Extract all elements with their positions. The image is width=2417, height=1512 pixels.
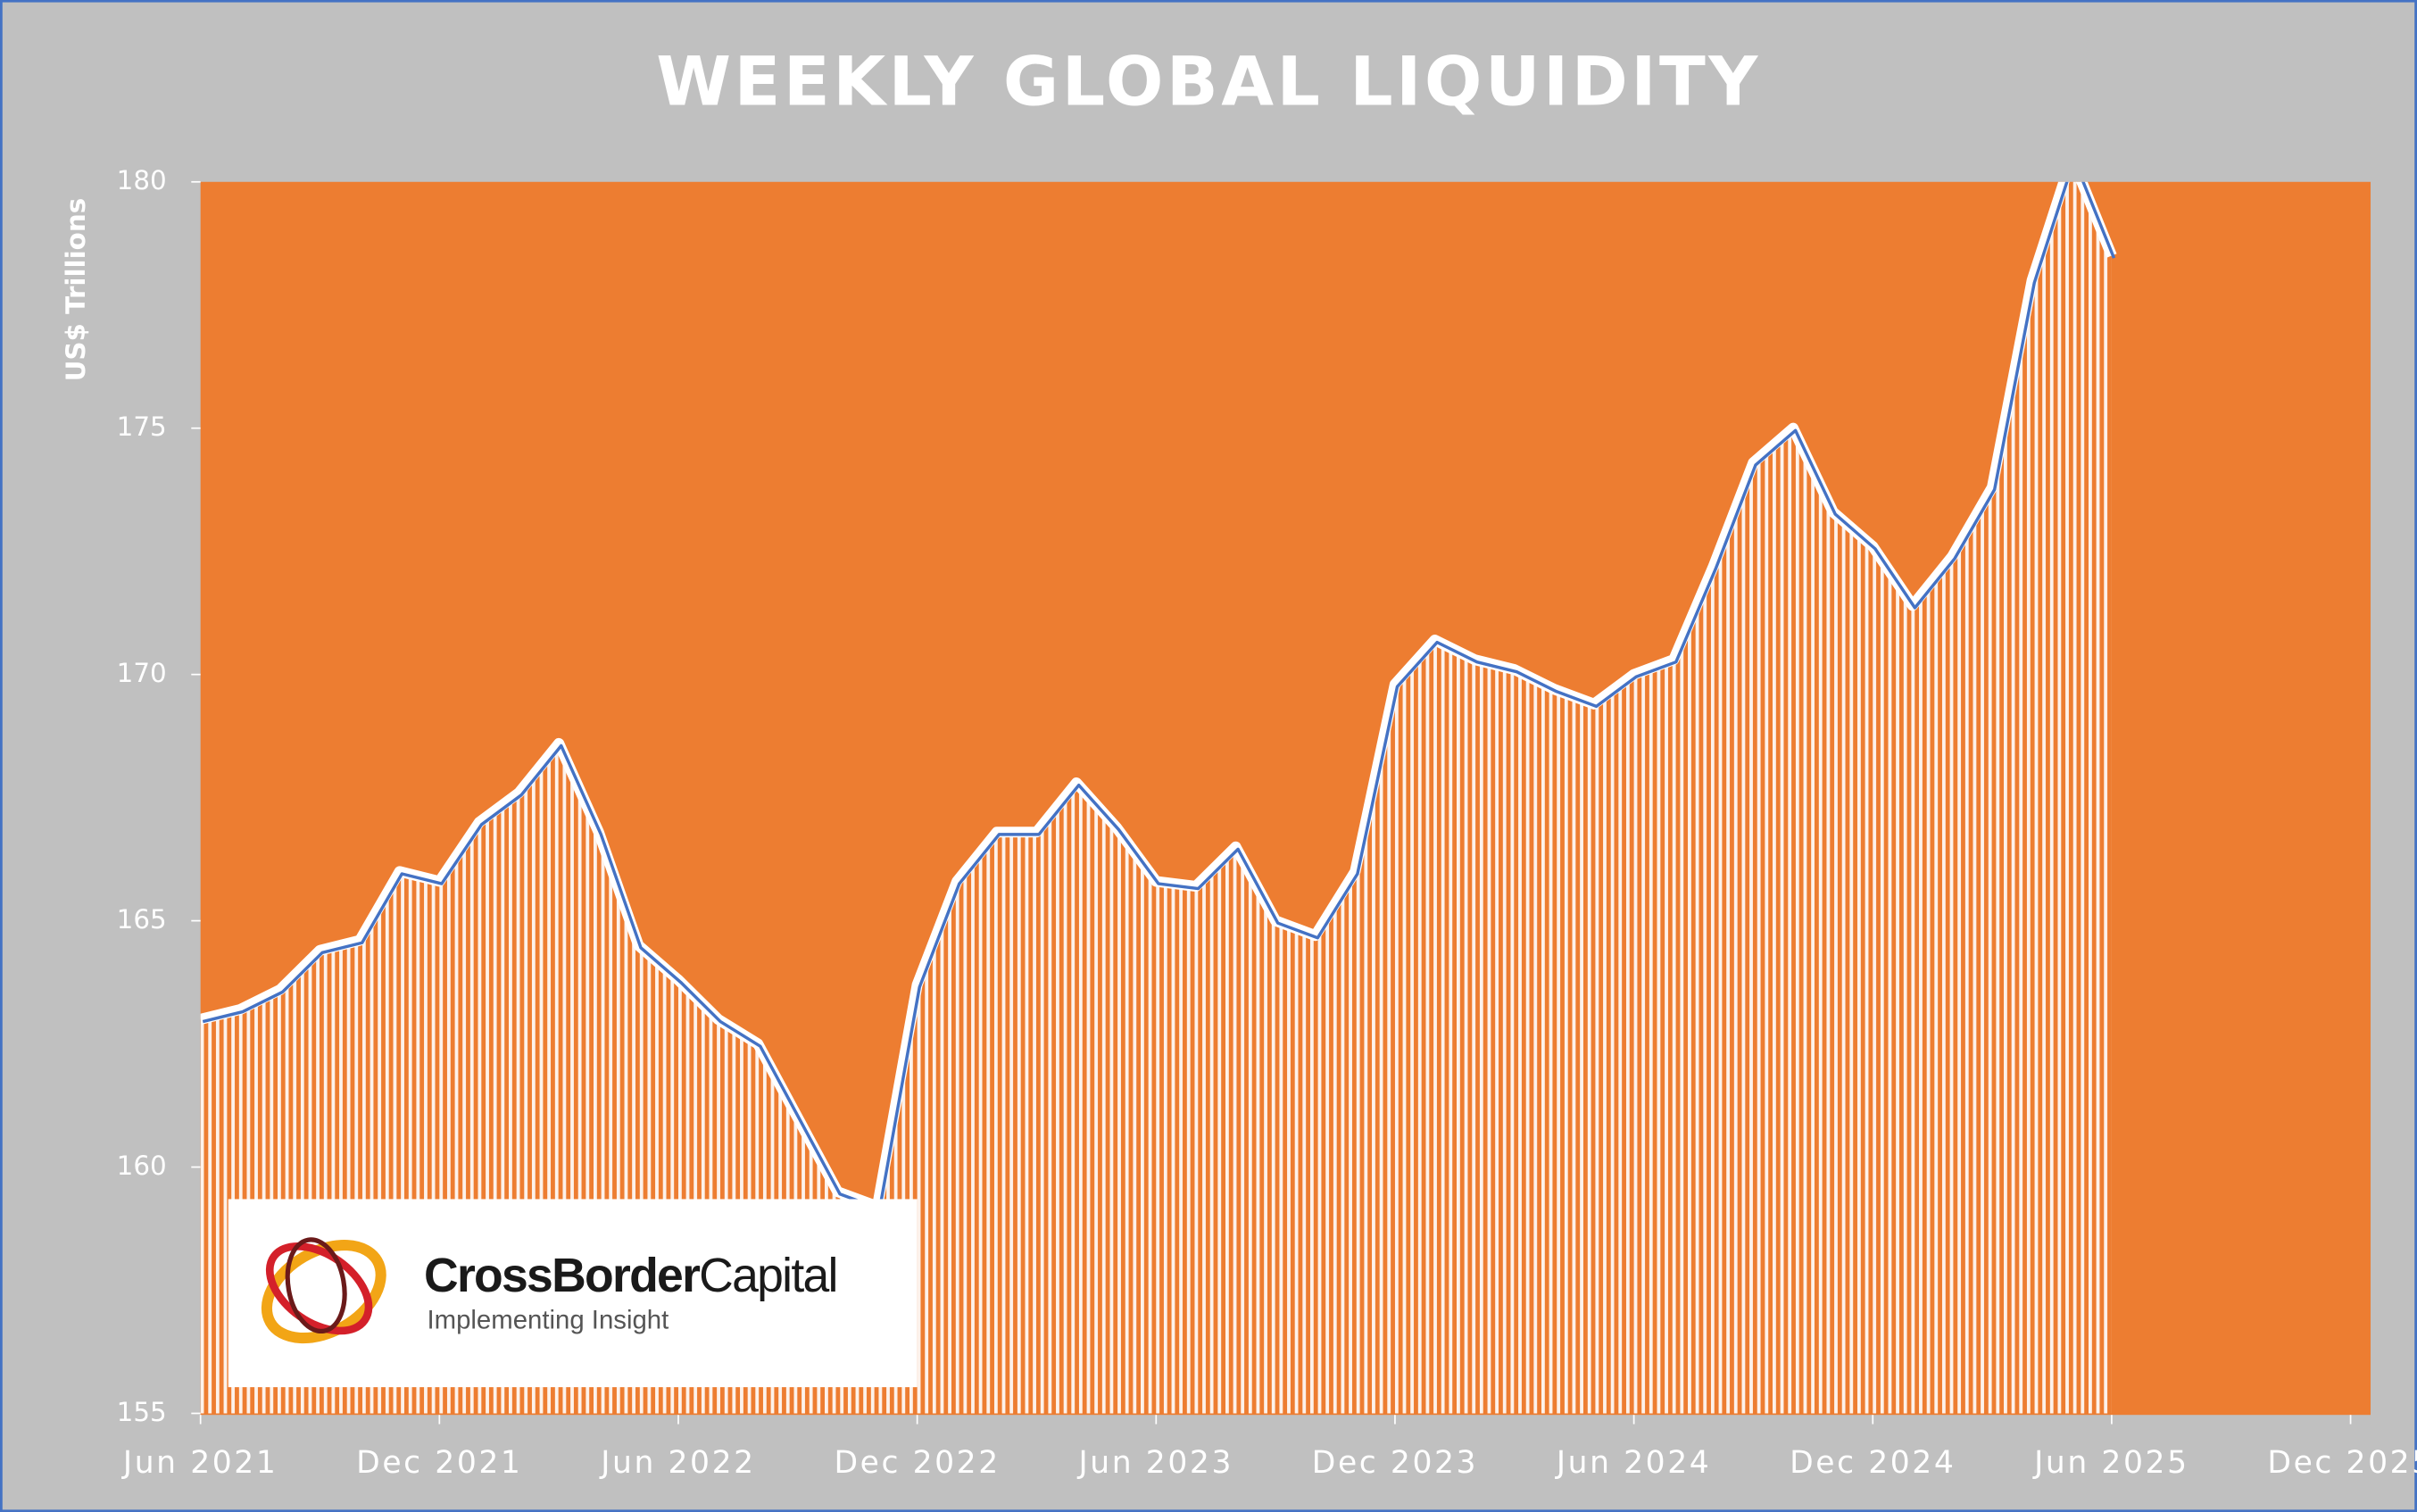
logo-ring [261,1240,386,1344]
x-tick-label: Dec 2024 [1790,1445,1956,1481]
y-tick-label: 165 [117,904,167,935]
chart-title: WEEKLY GLOBAL LIQUIDITY [656,42,1760,121]
y-tick-label: 170 [117,658,167,688]
x-tick-label: Jun 2023 [1077,1445,1233,1481]
x-tick-label: Dec 2021 [356,1445,522,1481]
x-tick-label: Jun 2025 [2032,1445,2189,1481]
y-axis-label: US$ Trillions [61,198,91,382]
logo-tagline: Implementing Insight [428,1306,669,1335]
logo: CrossBorderCapital Implementing Insight [228,1199,918,1388]
area [200,181,2112,1414]
x-tick-label: Jun 2022 [599,1445,755,1481]
logo-name-light: Capital [699,1250,836,1302]
line [202,181,2116,1211]
logo-name: CrossBorderCapital [424,1250,837,1302]
x-tick-label: Dec 2023 [1312,1445,1478,1481]
x-tick-label: Jun 2024 [1555,1445,1711,1481]
x-tick-label: Dec 2022 [834,1445,1000,1481]
x-tick-label: Dec 2025 [2267,1445,2417,1481]
y-tick-label: 160 [117,1151,167,1181]
logo-ring [285,1237,347,1334]
y-tick-label: 155 [117,1397,167,1427]
x-tick-label: Jun 2021 [121,1445,278,1481]
y-tick-label: 175 [117,411,167,442]
y-tick-label: 180 [117,165,167,195]
logo-name-bold: CrossBorder [424,1250,701,1302]
